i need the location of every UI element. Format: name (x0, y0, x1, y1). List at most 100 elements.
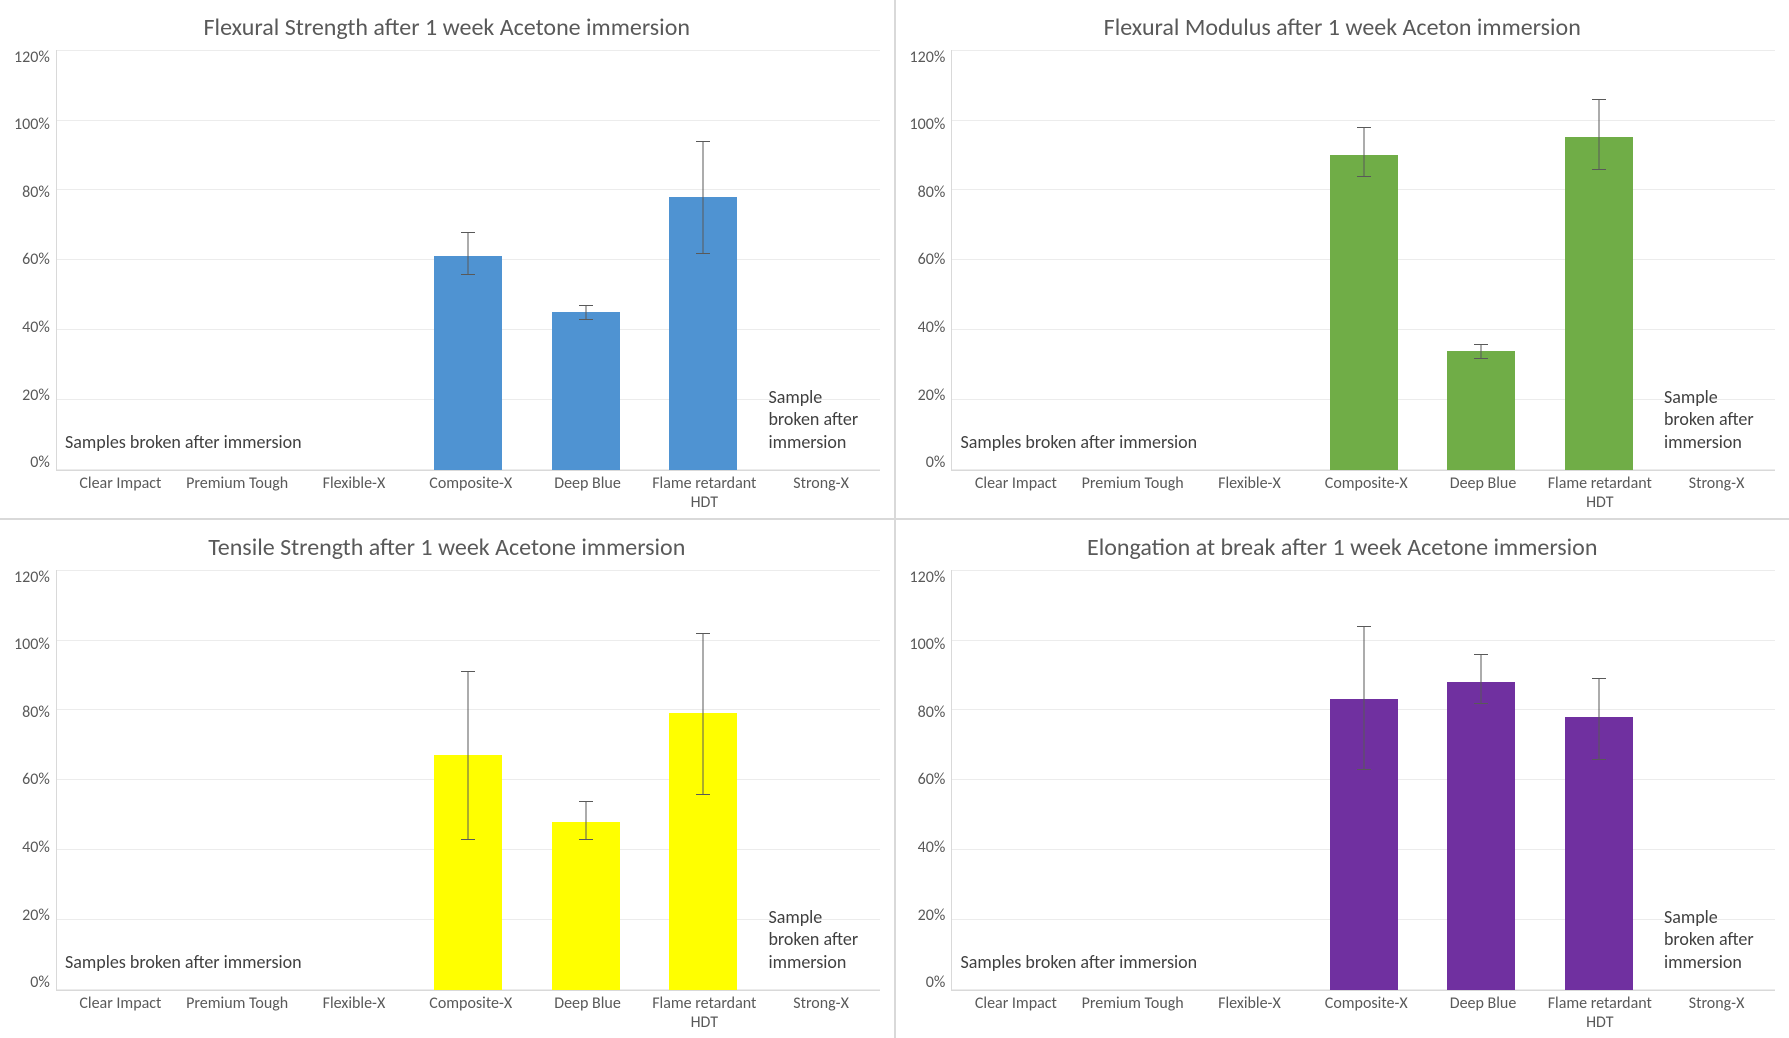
error-cap-bottom (1592, 169, 1606, 170)
annotation-right-broken: Sample broken after immersion (768, 906, 875, 974)
x-tick-label: Strong-X (763, 995, 880, 1032)
plot-wrap: 120%100%80%60%40%20%0%Samples broken aft… (910, 50, 1776, 472)
x-axis: Clear ImpactPremium ToughFlexible-XCompo… (62, 475, 880, 512)
y-tick-label: 100% (14, 637, 50, 653)
bar-slot (1540, 570, 1658, 991)
error-cap-top (579, 305, 593, 306)
error-cap-top (1474, 654, 1488, 655)
y-tick-label: 0% (30, 455, 50, 471)
error-cap-bottom (1357, 769, 1371, 770)
error-bar (585, 801, 586, 840)
error-bar (1481, 344, 1482, 358)
bar-slot (1422, 50, 1540, 471)
y-tick-label: 40% (918, 320, 946, 336)
plot-area: Samples broken after immersion Sample bro… (56, 570, 880, 992)
plot-wrap: 120%100%80%60%40%20%0%Samples broken aft… (14, 50, 880, 472)
x-tick-label: Strong-X (1658, 995, 1775, 1032)
y-tick-label: 120% (910, 570, 946, 586)
panel-flex-strength: Flexural Strength after 1 week Acetone i… (0, 0, 894, 518)
y-axis: 120%100%80%60%40%20%0% (14, 50, 56, 472)
bar-slot (292, 50, 410, 471)
bars-container (57, 50, 880, 471)
bar-slot (1070, 570, 1188, 991)
y-tick-label: 80% (918, 185, 946, 201)
y-tick-label: 40% (22, 840, 50, 856)
y-tick-label: 20% (22, 908, 50, 924)
x-tick-label: Composite-X (1308, 475, 1425, 512)
y-axis: 120%100%80%60%40%20%0% (14, 570, 56, 992)
y-tick-label: 80% (918, 705, 946, 721)
bar (1447, 351, 1515, 470)
error-cap-top (1357, 127, 1371, 128)
error-bar (585, 305, 586, 319)
bars-container (57, 570, 880, 991)
y-tick-label: 60% (918, 252, 946, 268)
y-tick-label: 20% (22, 388, 50, 404)
x-tick-label: Deep Blue (529, 995, 646, 1032)
bar-slot (57, 50, 175, 471)
bar (552, 822, 620, 990)
error-cap-bottom (1592, 759, 1606, 760)
bar (1447, 682, 1515, 990)
x-tick-label: Premium Tough (179, 995, 296, 1032)
error-cap-bottom (1474, 703, 1488, 704)
x-tick-label: Deep Blue (529, 475, 646, 512)
bar (1565, 137, 1633, 470)
x-tick-label: Premium Tough (179, 475, 296, 512)
annotation-right-broken: Sample broken after immersion (1664, 386, 1771, 454)
error-bar (1481, 654, 1482, 703)
error-cap-top (579, 801, 593, 802)
bar-slot (1187, 570, 1305, 991)
chart-title: Tensile Strength after 1 week Acetone im… (14, 534, 880, 562)
bars-container (952, 50, 1775, 471)
y-tick-label: 100% (14, 117, 50, 133)
x-tick-label: Clear Impact (958, 995, 1075, 1032)
bar (434, 256, 502, 470)
bar (552, 312, 620, 470)
error-cap-top (696, 141, 710, 142)
x-tick-label: Clear Impact (62, 995, 179, 1032)
bars-container (952, 570, 1775, 991)
panel-tensile-strength: Tensile Strength after 1 week Acetone im… (0, 520, 894, 1038)
y-tick-label: 20% (918, 908, 946, 924)
bar-slot (1540, 50, 1658, 471)
annotation-left-broken: Samples broken after immersion (960, 431, 1197, 454)
bar-slot (174, 50, 292, 471)
bar-slot (952, 50, 1070, 471)
x-tick-label: Flexible-X (296, 995, 413, 1032)
y-tick-label: 60% (918, 772, 946, 788)
error-cap-top (1592, 678, 1606, 679)
error-cap-bottom (1474, 358, 1488, 359)
annotation-left-broken: Samples broken after immersion (65, 951, 302, 974)
x-tick-label: Strong-X (763, 475, 880, 512)
y-tick-label: 60% (22, 252, 50, 268)
chart-title: Flexural Strength after 1 week Acetone i… (14, 14, 880, 42)
bar-slot (644, 570, 762, 991)
annotation-right-broken: Sample broken after immersion (768, 386, 875, 454)
x-tick-label: Flexible-X (1191, 995, 1308, 1032)
y-tick-label: 0% (926, 455, 946, 471)
bar-slot (1305, 50, 1423, 471)
chart-grid: Flexural Strength after 1 week Acetone i… (0, 0, 1789, 1038)
plot-wrap: 120%100%80%60%40%20%0%Samples broken aft… (910, 570, 1776, 992)
bar-slot (1422, 570, 1540, 991)
error-bar (703, 141, 704, 253)
y-axis: 120%100%80%60%40%20%0% (910, 50, 952, 472)
y-tick-label: 80% (22, 705, 50, 721)
error-cap-top (1357, 626, 1371, 627)
annotation-left-broken: Samples broken after immersion (65, 431, 302, 454)
bar-slot (174, 570, 292, 991)
y-tick-label: 100% (910, 637, 946, 653)
error-bar (1363, 127, 1364, 176)
y-tick-label: 40% (22, 320, 50, 336)
x-axis: Clear ImpactPremium ToughFlexible-XCompo… (958, 995, 1776, 1032)
x-tick-label: Deep Blue (1425, 475, 1542, 512)
y-axis: 120%100%80%60%40%20%0% (910, 570, 952, 992)
x-tick-label: Flexible-X (1191, 475, 1308, 512)
annotation-right-broken: Sample broken after immersion (1664, 906, 1771, 974)
error-bar (1363, 626, 1364, 770)
error-bar (1598, 678, 1599, 759)
panel-flex-modulus: Flexural Modulus after 1 week Aceton imm… (896, 0, 1789, 518)
x-tick-label: Strong-X (1658, 475, 1775, 512)
bar-slot (952, 570, 1070, 991)
